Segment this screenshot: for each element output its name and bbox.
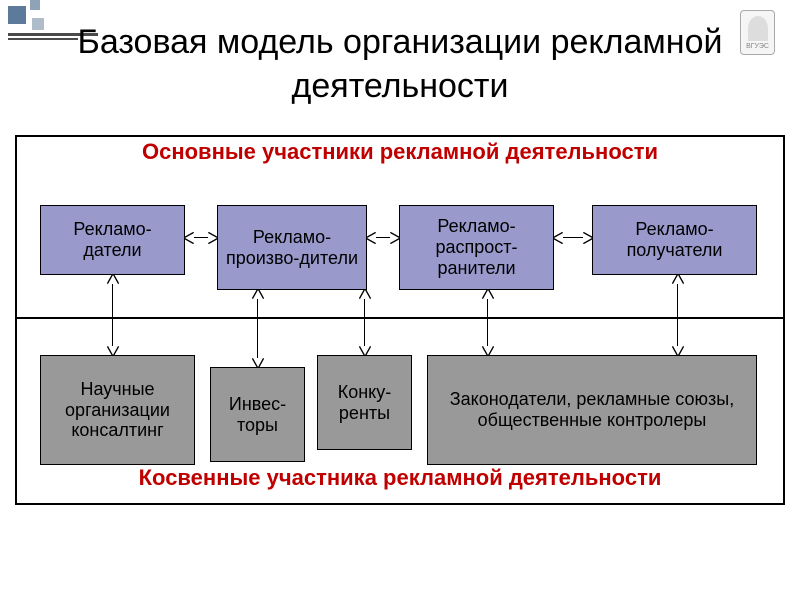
v-arrow-up-4 [673,275,683,284]
bottom-box-2: Конку-ренты [317,355,412,450]
bottom-box-3: Законодатели, рекламные союзы, обществен… [427,355,757,465]
v-arrow-up-3 [483,290,493,299]
logo-text: ВГУЭС [746,43,769,50]
v-connector-0 [112,282,113,348]
h-arrow-left-1 [367,233,376,243]
v-arrow-down-3 [483,346,493,355]
h-arrow-right-0 [208,233,217,243]
v-arrow-up-2 [360,290,370,299]
v-arrow-down-0 [108,346,118,355]
v-connector-2 [364,297,365,348]
h-arrow-right-2 [583,233,592,243]
top-box-2: Рекламо-распрост-ранители [399,205,554,290]
bottom-box-1: Инвес-торы [210,367,305,462]
h-arrow-left-2 [554,233,563,243]
v-arrow-up-1 [253,290,263,299]
top-box-0: Рекламо-датели [40,205,185,275]
v-arrow-down-4 [673,346,683,355]
h-arrow-left-0 [185,233,194,243]
v-connector-4 [677,282,678,348]
section-label-bottom: Косвенные участника рекламной деятельнос… [17,465,783,491]
h-arrow-right-1 [390,233,399,243]
h-connector-2 [561,237,585,238]
logo-badge: ВГУЭС [740,10,775,55]
v-connector-1 [257,297,258,360]
v-connector-3 [487,297,488,348]
top-box-3: Рекламо-получатели [592,205,757,275]
bottom-box-0: Научные организации консалтинг [40,355,195,465]
section-label-top: Основные участники рекламной деятельност… [17,139,783,165]
v-arrow-up-0 [108,275,118,284]
diagram-container: Основные участники рекламной деятельност… [15,135,785,505]
top-box-1: Рекламо-произво-дители [217,205,367,290]
v-arrow-down-2 [360,346,370,355]
page-title: Базовая модель организации рекламной дея… [70,20,730,108]
diagram-divider [17,317,783,319]
v-arrow-down-1 [253,358,263,367]
